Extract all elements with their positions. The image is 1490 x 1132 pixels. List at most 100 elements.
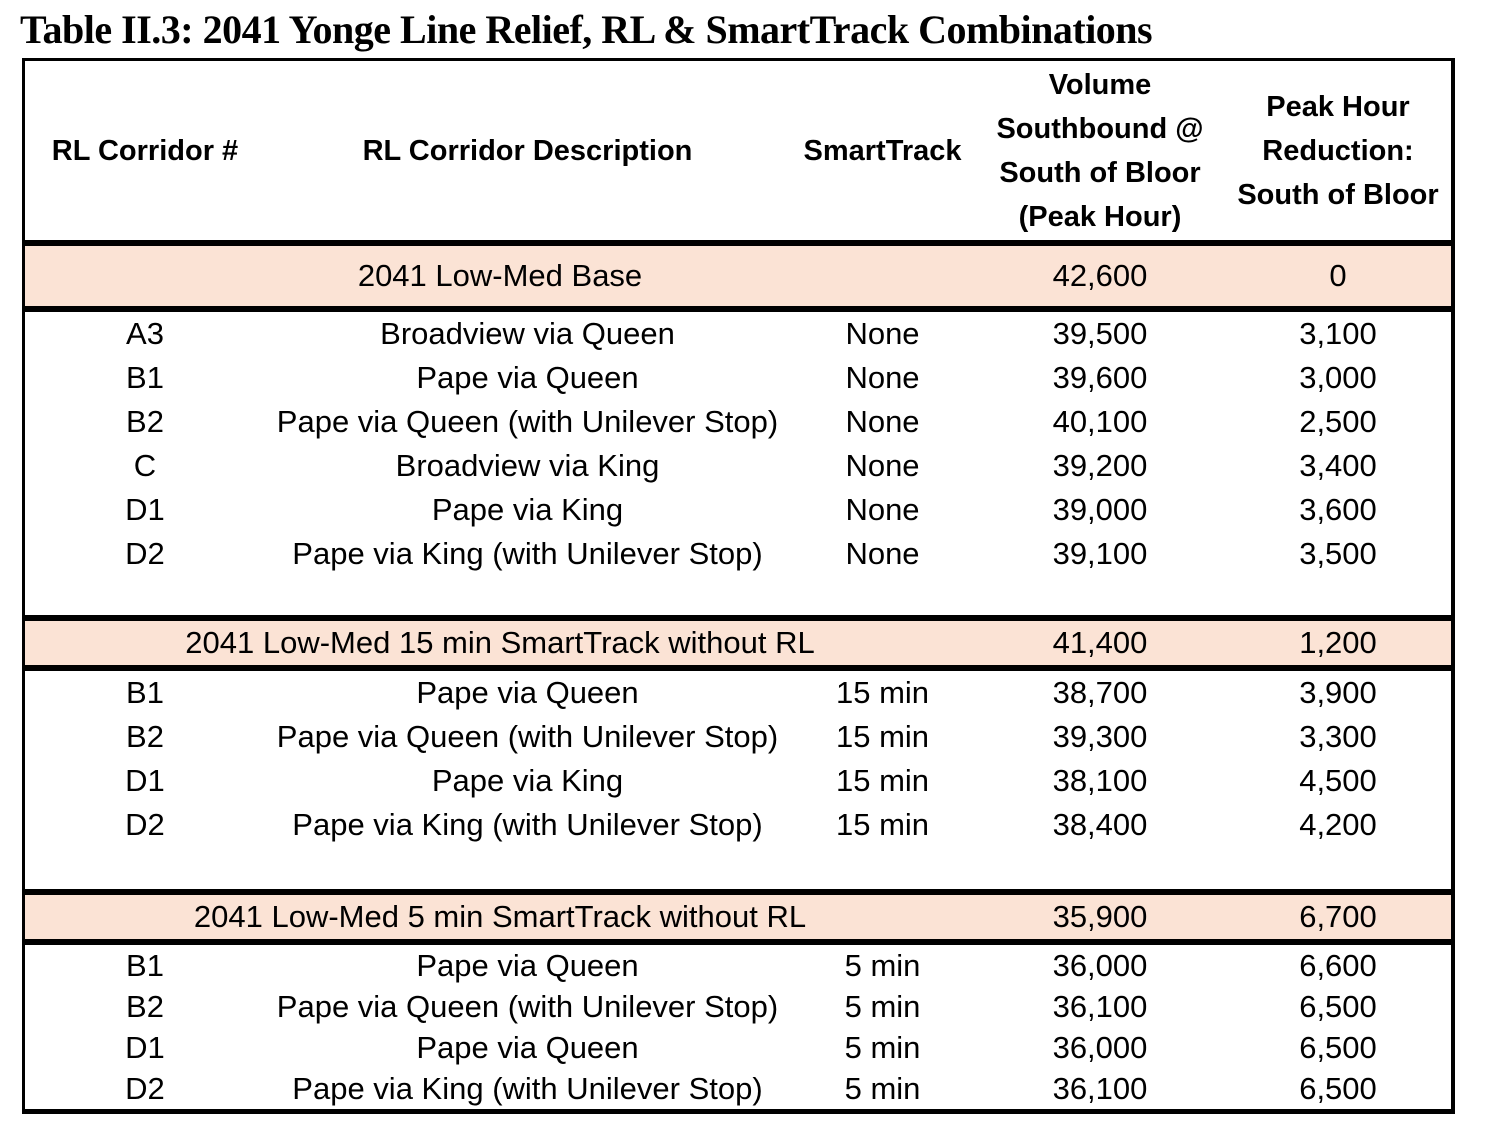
- description-cell: Pape via King: [431, 492, 624, 527]
- header-rl-corridor-description: RL Corridor Description: [362, 134, 693, 167]
- corridor-cell: D2: [125, 1070, 165, 1106]
- table-row: B2 Pape via Queen (with Unilever Stop) 1…: [25, 715, 1451, 759]
- table-row: B1 Pape via Queen None 39,600 3,000: [25, 356, 1451, 400]
- reduction-cell: 6,500: [1299, 988, 1377, 1024]
- summary-volume-cell: 41,400: [1052, 625, 1148, 660]
- corridor-cell: B2: [126, 404, 164, 439]
- table-header-row: RL Corridor # RL Corridor Description Sm…: [25, 61, 1451, 240]
- section-separator: [25, 665, 1451, 671]
- corridor-cell: B1: [126, 675, 164, 710]
- volume-cell: 39,200: [1052, 448, 1148, 483]
- reduction-cell: 6,600: [1299, 947, 1377, 983]
- smarttrack-cell: 5 min: [844, 1070, 921, 1106]
- corridor-cell: D1: [125, 492, 165, 527]
- table-row: D2 Pape via King (with Unilever Stop) 5 …: [25, 1068, 1451, 1109]
- volume-cell: 39,000: [1052, 492, 1148, 527]
- reduction-cell: 3,600: [1299, 492, 1377, 527]
- volume-cell: 39,600: [1052, 360, 1148, 395]
- header-rl-corridor-number: RL Corridor #: [51, 134, 239, 167]
- summary-volume-cell: 35,900: [1052, 899, 1148, 934]
- summary-label-cell: 2041 Low-Med 15 min SmartTrack without R…: [185, 625, 815, 660]
- header-volume-southbound: Volume Southbound @ South of Bloor (Peak…: [996, 68, 1204, 233]
- smarttrack-cell: None: [845, 492, 920, 527]
- page-title: Table II.3: 2041 Yonge Line Relief, RL &…: [20, 7, 1153, 52]
- table-row: D2 Pape via King (with Unilever Stop) No…: [25, 532, 1451, 576]
- volume-cell: 39,100: [1052, 536, 1148, 571]
- table-row: B2 Pape via Queen (with Unilever Stop) N…: [25, 400, 1451, 444]
- corridor-cell: B1: [126, 360, 164, 395]
- reduction-cell: 3,100: [1299, 316, 1377, 351]
- smarttrack-cell: 15 min: [835, 807, 930, 842]
- section-summary-row: 2041 Low-Med 15 min SmartTrack without R…: [25, 621, 1451, 665]
- description-cell: Pape via Queen: [416, 1029, 639, 1065]
- table-row: A3 Broadview via Queen None 39,500 3,100: [25, 312, 1451, 356]
- description-cell: Pape via Queen (with Unilever Stop): [276, 404, 779, 439]
- corridor-cell: D1: [125, 763, 165, 798]
- summary-reduction-cell: 6,700: [1299, 899, 1377, 934]
- reduction-cell: 3,000: [1299, 360, 1377, 395]
- section-summary-row: 2041 Low-Med 5 min SmartTrack without RL…: [25, 895, 1451, 939]
- smarttrack-cell: 15 min: [835, 763, 930, 798]
- table-row: B2 Pape via Queen (with Unilever Stop) 5…: [25, 986, 1451, 1027]
- table-row: D1 Pape via Queen 5 min 36,000 6,500: [25, 1027, 1451, 1068]
- reduction-cell: 4,200: [1299, 807, 1377, 842]
- table-row: D2 Pape via King (with Unilever Stop) 15…: [25, 803, 1451, 847]
- smarttrack-cell: None: [845, 316, 920, 351]
- volume-cell: 36,000: [1052, 947, 1148, 983]
- reduction-cell: 2,500: [1299, 404, 1377, 439]
- reduction-cell: 3,300: [1299, 719, 1377, 754]
- volume-cell: 38,400: [1052, 807, 1148, 842]
- corridor-cell: D2: [125, 807, 165, 842]
- volume-cell: 39,300: [1052, 719, 1148, 754]
- corridor-cell: B1: [126, 947, 164, 983]
- section-separator: [25, 615, 1451, 621]
- reduction-cell: 4,500: [1299, 763, 1377, 798]
- section-summary-row: 2041 Low-Med Base 42,600 0: [25, 246, 1451, 306]
- section-separator: [25, 889, 1451, 895]
- description-cell: Pape via Queen (with Unilever Stop): [276, 719, 779, 754]
- description-cell: Pape via King: [431, 763, 624, 798]
- corridor-cell: B2: [126, 988, 164, 1024]
- section-separator: [25, 240, 1451, 246]
- summary-volume-cell: 42,600: [1052, 258, 1148, 293]
- volume-cell: 38,100: [1052, 763, 1148, 798]
- reduction-cell: 3,900: [1299, 675, 1377, 710]
- smarttrack-cell: 15 min: [835, 675, 930, 710]
- description-cell: Pape via Queen: [416, 947, 639, 983]
- description-cell: Pape via Queen: [416, 675, 639, 710]
- section-separator: [25, 939, 1451, 945]
- section-spacer: [25, 576, 1451, 615]
- reduction-cell: 6,500: [1299, 1029, 1377, 1065]
- table-row: B1 Pape via Queen 5 min 36,000 6,600: [25, 945, 1451, 986]
- smarttrack-cell: None: [845, 448, 920, 483]
- description-cell: Broadview via King: [395, 448, 660, 483]
- description-cell: Broadview via Queen: [380, 316, 675, 351]
- summary-reduction-cell: 1,200: [1299, 625, 1377, 660]
- summary-label-cell: 2041 Low-Med 5 min SmartTrack without RL: [193, 899, 807, 934]
- smarttrack-cell: 5 min: [844, 988, 921, 1024]
- volume-cell: 39,500: [1052, 316, 1148, 351]
- header-smarttrack: SmartTrack: [803, 134, 962, 167]
- header-peak-hour-reduction: Peak Hour Reduction: South of Bloor: [1237, 90, 1439, 211]
- volume-cell: 36,100: [1052, 988, 1148, 1024]
- summary-label-cell: 2041 Low-Med Base: [357, 258, 643, 293]
- description-cell: Pape via Queen: [416, 360, 639, 395]
- smarttrack-cell: None: [845, 404, 920, 439]
- section-spacer: [25, 847, 1451, 889]
- section-separator: [25, 306, 1451, 312]
- description-cell: Pape via King (with Unilever Stop): [292, 807, 763, 842]
- volume-cell: 36,100: [1052, 1070, 1148, 1106]
- volume-cell: 40,100: [1052, 404, 1148, 439]
- summary-reduction-cell: 0: [1329, 258, 1347, 293]
- corridor-cell: A3: [126, 316, 164, 351]
- smarttrack-cell: 15 min: [835, 719, 930, 754]
- reduction-cell: 3,500: [1299, 536, 1377, 571]
- corridor-cell: D2: [125, 536, 165, 571]
- table-row: D1 Pape via King 15 min 38,100 4,500: [25, 759, 1451, 803]
- corridor-cell: B2: [126, 719, 164, 754]
- table-row: D1 Pape via King None 39,000 3,600: [25, 488, 1451, 532]
- smarttrack-cell: 5 min: [844, 947, 921, 983]
- smarttrack-cell: None: [845, 360, 920, 395]
- table-row: B1 Pape via Queen 15 min 38,700 3,900: [25, 671, 1451, 715]
- description-cell: Pape via King (with Unilever Stop): [292, 536, 763, 571]
